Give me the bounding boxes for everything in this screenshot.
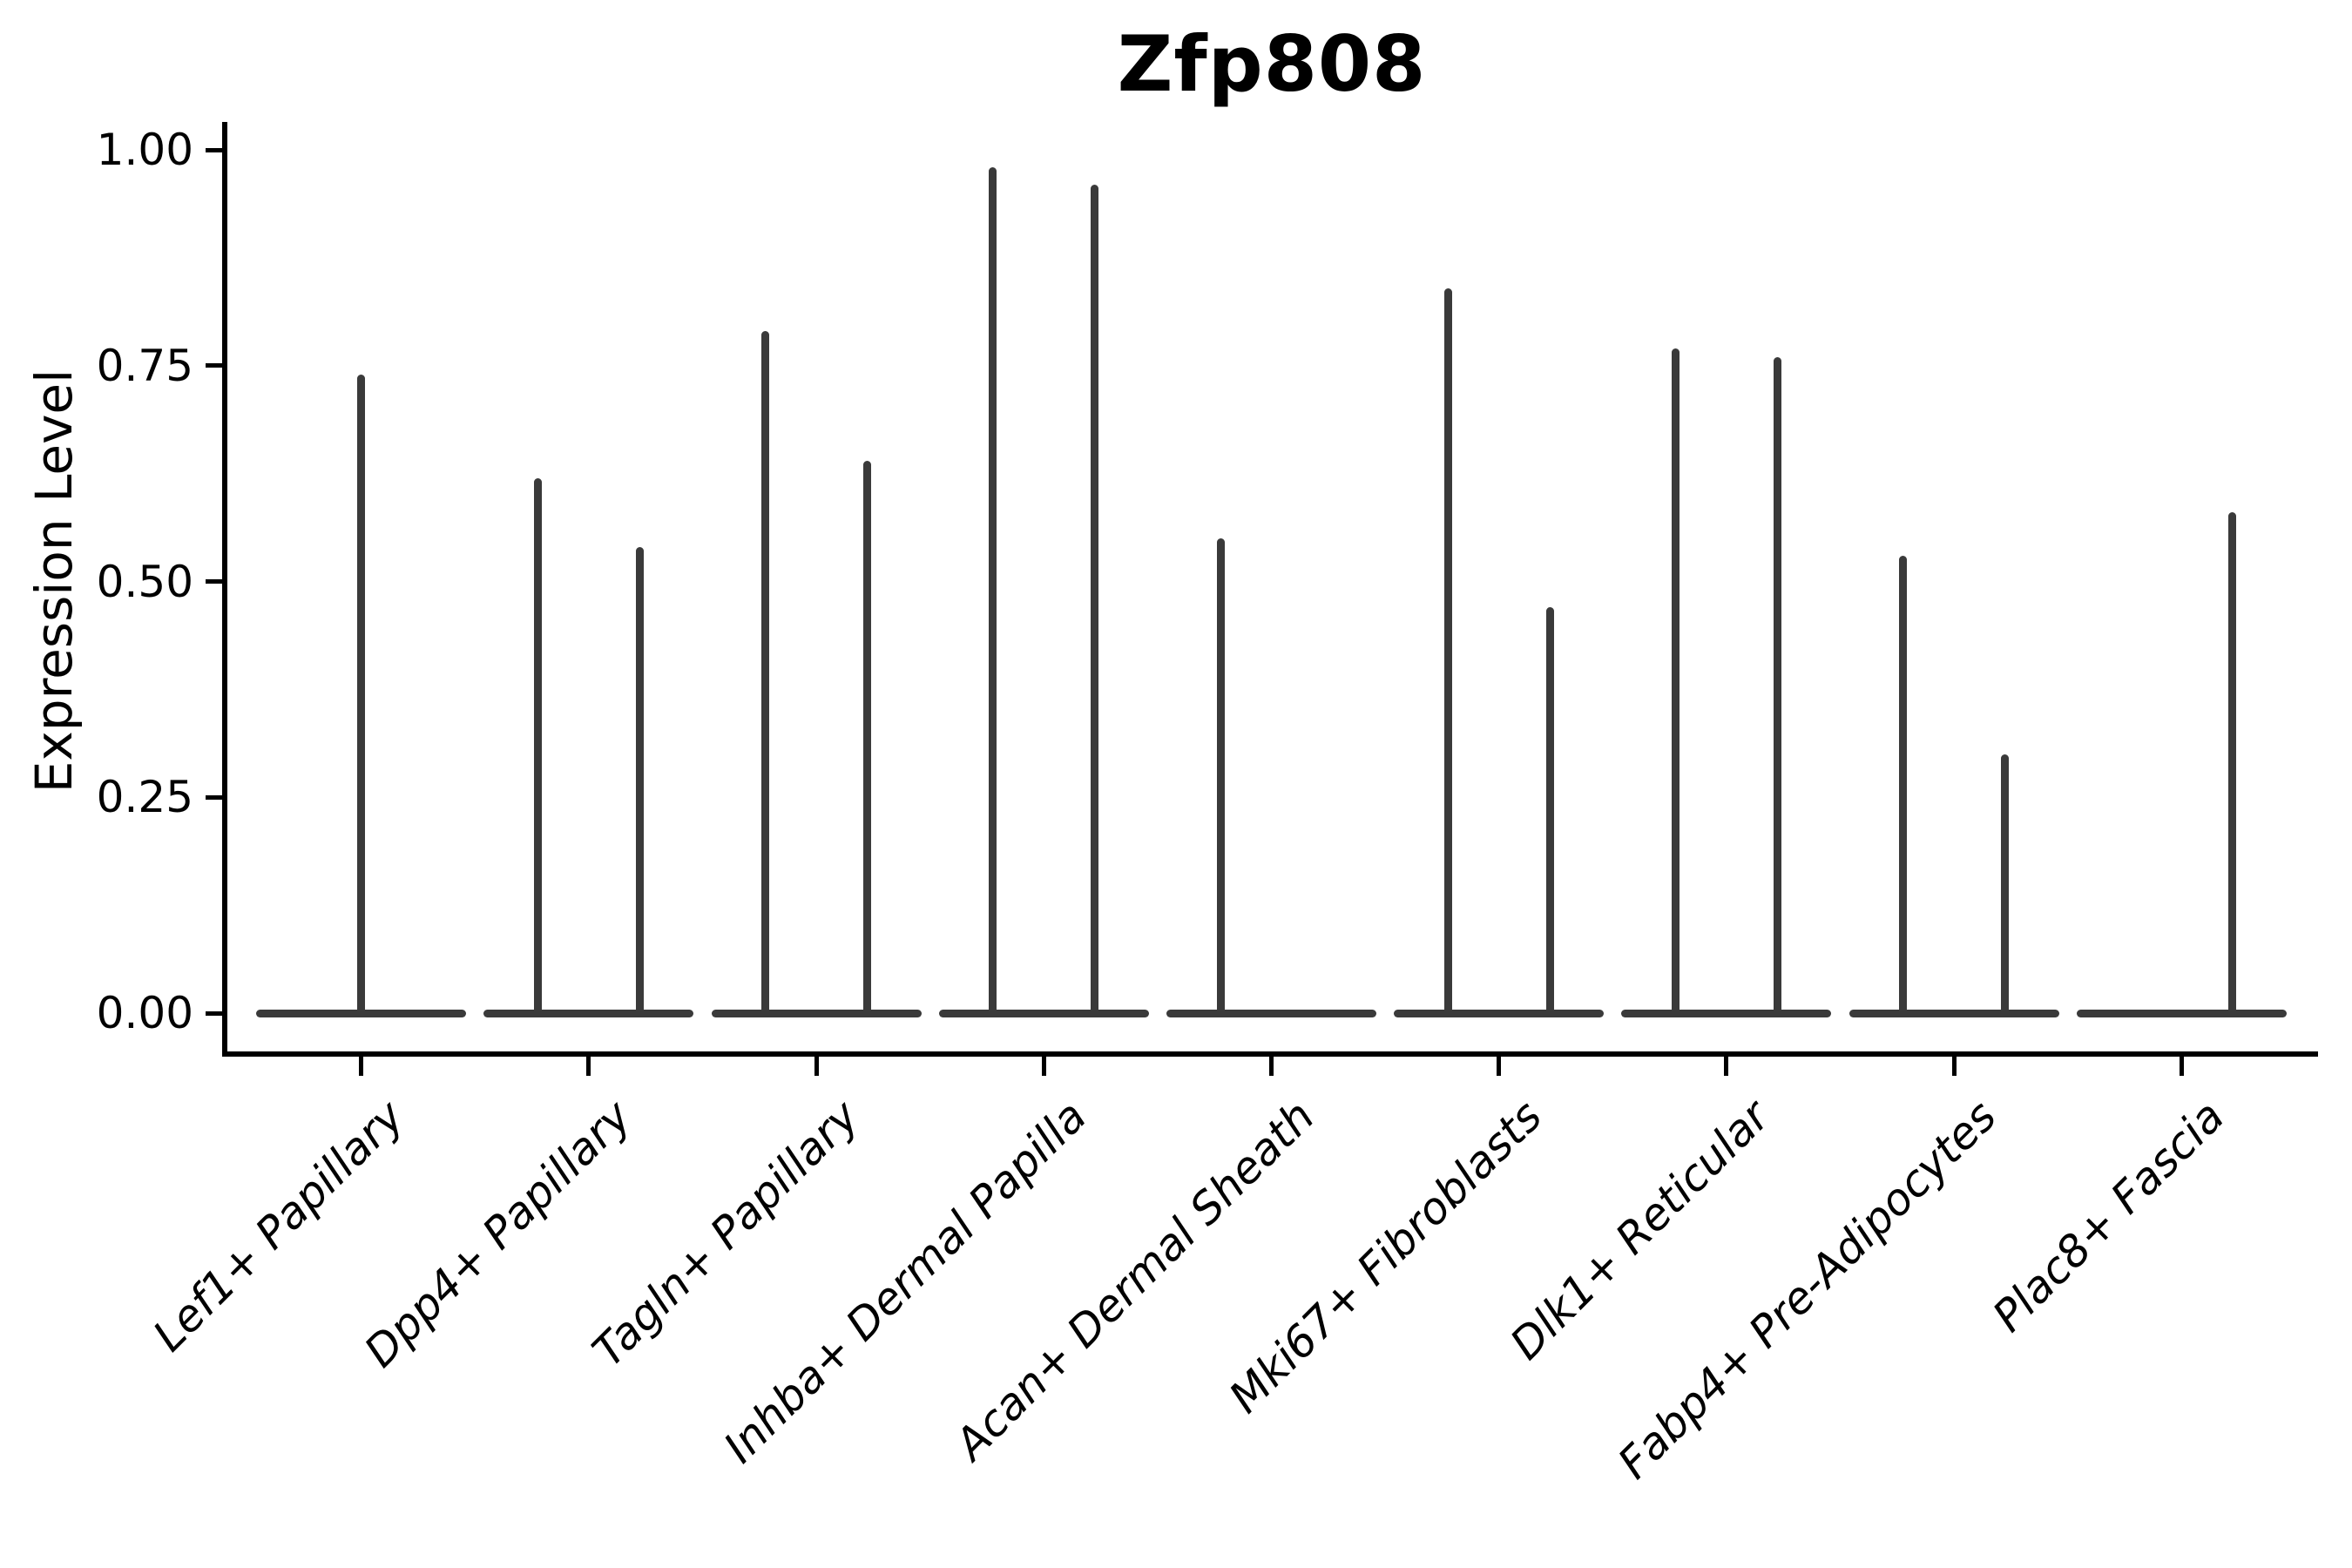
- x-tick-mark: [1951, 1057, 1957, 1076]
- violin-baseline: [483, 1009, 694, 1017]
- y-tick-mark: [206, 794, 225, 800]
- violin-spike: [863, 460, 872, 1016]
- violin-spike: [1773, 356, 1781, 1016]
- violin-spike: [2001, 754, 2010, 1016]
- x-axis-category-label: Lef1+ Papillary: [143, 1091, 414, 1362]
- violin-baseline: [938, 1009, 1149, 1017]
- x-tick-mark: [2179, 1057, 2184, 1076]
- violin-baseline: [1394, 1009, 1605, 1017]
- chart-title: Zfp808: [1117, 19, 1427, 109]
- violin-spike: [1443, 287, 1452, 1016]
- violin-spike: [1899, 555, 1908, 1016]
- y-tick-mark: [206, 579, 225, 584]
- x-tick-mark: [1269, 1057, 1274, 1076]
- violin-baseline: [711, 1009, 922, 1017]
- x-tick-mark: [1497, 1057, 1502, 1076]
- y-tick-label: 0.00: [96, 988, 193, 1038]
- violin-spike: [989, 166, 997, 1016]
- x-tick-mark: [1724, 1057, 1729, 1076]
- y-axis-spine: [222, 122, 227, 1057]
- violin-spike: [1545, 607, 1554, 1016]
- y-tick-label: 0.50: [96, 556, 193, 607]
- y-tick-label: 1.00: [96, 125, 193, 175]
- violin-spike: [635, 546, 644, 1016]
- y-tick-label: 0.25: [96, 772, 193, 823]
- x-tick-mark: [359, 1057, 364, 1076]
- y-tick-label: 0.75: [96, 340, 193, 391]
- violin-spike: [357, 374, 366, 1016]
- x-tick-mark: [586, 1057, 591, 1076]
- violin-baseline: [1166, 1009, 1376, 1017]
- x-axis-category-label: Fabp4+ Pre-Adipocytes: [1608, 1091, 2007, 1489]
- violin-spike: [1091, 184, 1099, 1016]
- violin-spike: [1671, 348, 1680, 1016]
- x-tick-mark: [814, 1057, 819, 1076]
- y-tick-mark: [206, 1010, 225, 1016]
- x-axis-category-label: Plac8+ Fascia: [1983, 1091, 2234, 1342]
- y-tick-mark: [206, 147, 225, 152]
- x-tick-mark: [1041, 1057, 1046, 1076]
- y-tick-mark: [206, 363, 225, 368]
- violin-baseline: [1848, 1009, 2059, 1017]
- violin-spike: [533, 477, 542, 1016]
- x-axis-spine: [222, 1051, 2318, 1057]
- violin-spike: [761, 331, 770, 1016]
- violin-baseline: [1621, 1009, 1832, 1017]
- violin-spike: [1216, 537, 1225, 1016]
- violin-spike: [2228, 512, 2237, 1016]
- violin-baseline: [2076, 1009, 2287, 1017]
